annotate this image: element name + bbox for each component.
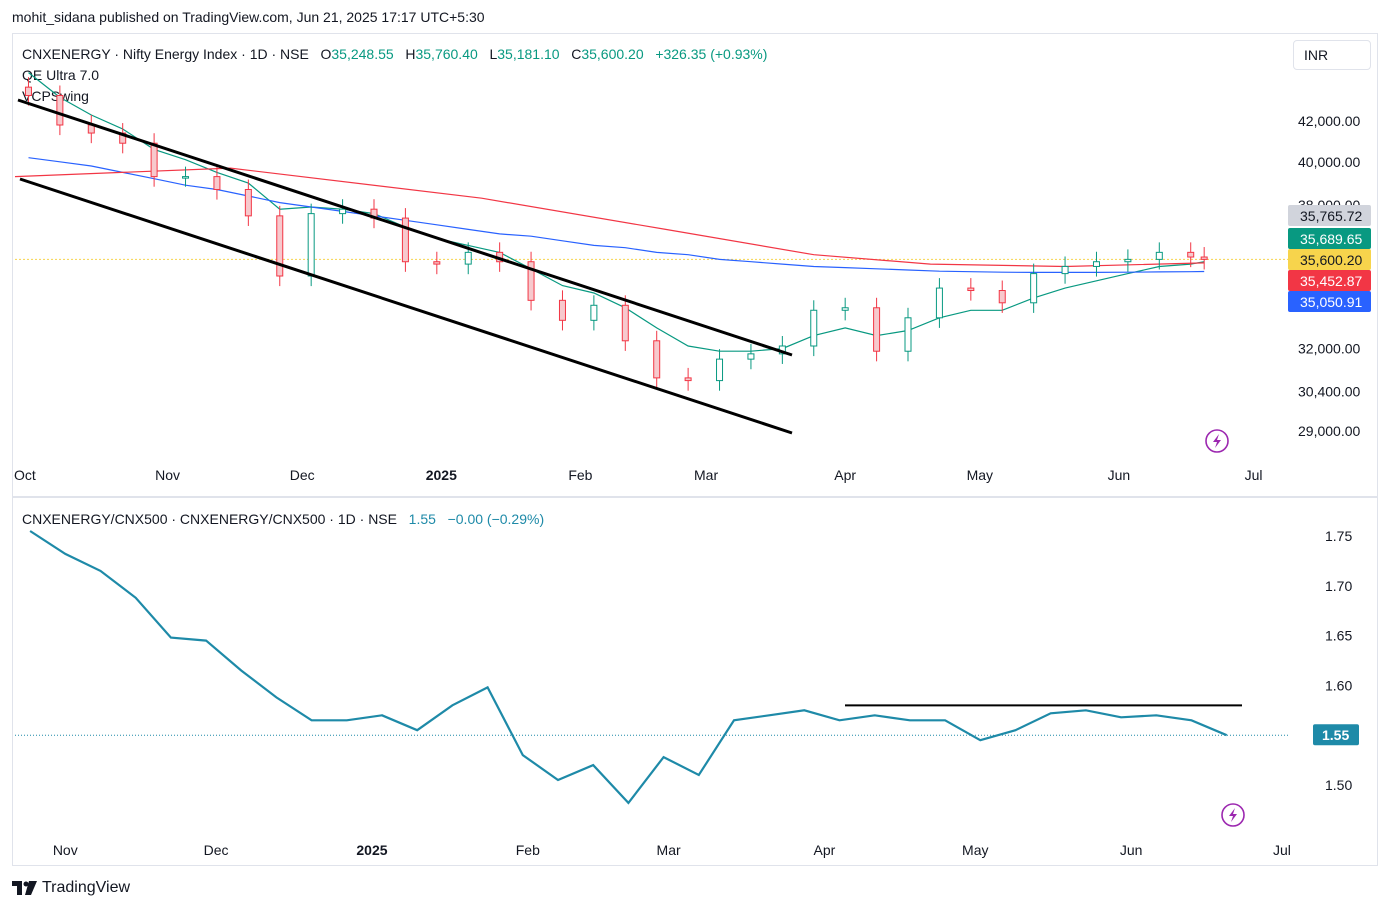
- pane-separator[interactable]: [12, 496, 1378, 498]
- tradingview-logo-icon: [12, 881, 37, 895]
- close-value: 35,600.20: [581, 46, 644, 62]
- ratio-value: 1.55: [408, 511, 436, 527]
- low-value: 35,181.10: [497, 46, 560, 62]
- ratio-change: −0.00 (−0.29%): [447, 511, 545, 527]
- publisher-line: mohit_sidana published on TradingView.co…: [12, 9, 485, 25]
- ratio-symbol-label[interactable]: CNXENERGY/CNX500 · CNXENERGY/CNX500 · 1D…: [22, 511, 397, 527]
- indicator-vcpswing[interactable]: VCPSwing: [22, 88, 89, 104]
- currency-selector[interactable]: INR: [1293, 40, 1371, 70]
- tradingview-logo[interactable]: TradingView: [12, 879, 130, 897]
- indicator-qe-ultra[interactable]: QE Ultra 7.0: [22, 67, 100, 83]
- high-value: 35,760.40: [415, 46, 478, 62]
- symbol-label[interactable]: CNXENERGY · Nifty Energy Index · 1D · NS…: [22, 46, 309, 62]
- change-value: +326.35 (+0.93%): [655, 46, 768, 62]
- open-value: 35,248.55: [331, 46, 394, 62]
- chart-frame: [12, 33, 1378, 866]
- lower-legend: CNXENERGY/CNX500 · CNXENERGY/CNX500 · 1D…: [22, 511, 544, 527]
- main-legend: CNXENERGY · Nifty Energy Index · 1D · NS…: [22, 46, 768, 62]
